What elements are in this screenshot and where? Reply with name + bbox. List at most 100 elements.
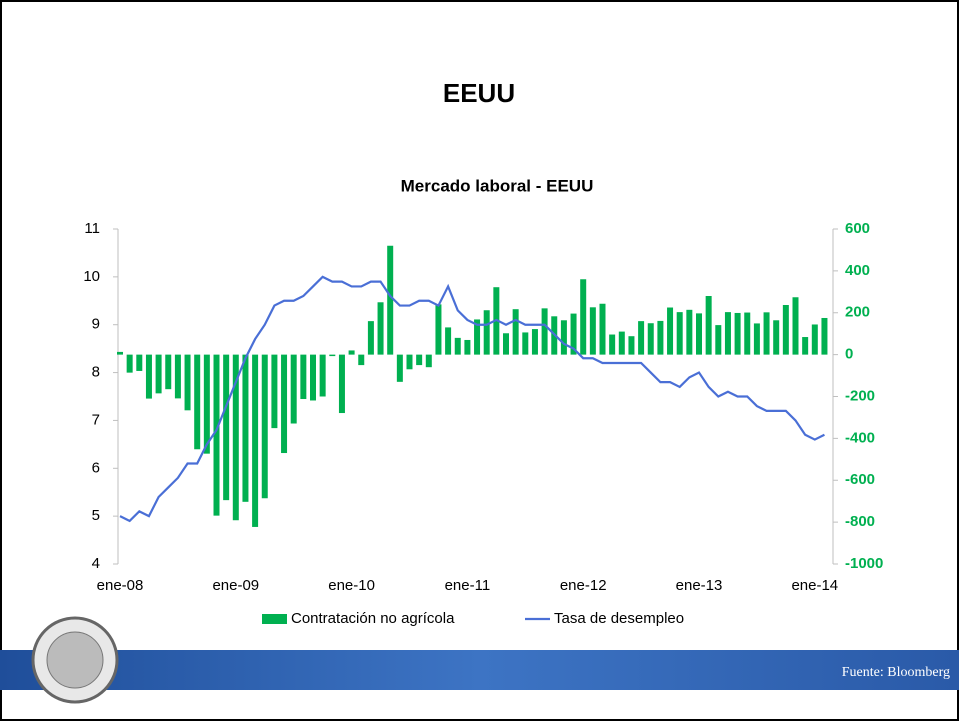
bar (782, 305, 789, 355)
bar (117, 351, 123, 355)
bar (811, 324, 818, 355)
bar (338, 354, 345, 414)
bar (281, 354, 288, 454)
bar (522, 332, 529, 355)
bar (252, 354, 259, 527)
bar (464, 339, 471, 355)
bar (609, 334, 616, 355)
x-tick-label: ene-08 (97, 577, 144, 594)
bar (773, 320, 780, 355)
bar (512, 309, 519, 355)
y-tick-label: 6 (92, 459, 100, 476)
bar (628, 336, 635, 355)
legend-label: Contratación no agrícola (291, 610, 455, 627)
bar (686, 309, 693, 355)
y2-tick-label: -600 (845, 471, 875, 488)
bar (396, 354, 403, 382)
bar (638, 321, 645, 355)
bar (387, 245, 394, 355)
y2-tick-label: -800 (845, 513, 875, 530)
y-tick-label: 4 (92, 555, 100, 572)
bar (358, 354, 365, 366)
y-tick-label: 11 (84, 220, 100, 237)
bar (454, 337, 461, 355)
y2-tick-label: 200 (845, 304, 870, 321)
x-tick-label: ene-09 (212, 577, 259, 594)
bar (715, 325, 722, 355)
bar (203, 354, 210, 454)
legend-label: Tasa de desempleo (554, 610, 684, 627)
bar (310, 354, 316, 401)
bar (406, 354, 413, 370)
bar (705, 296, 712, 355)
y2-tick-label: 400 (845, 262, 870, 279)
bar (300, 354, 307, 400)
bar (155, 354, 162, 394)
bar (445, 327, 452, 355)
bar (560, 320, 567, 355)
bar (213, 354, 220, 516)
bar (232, 354, 239, 521)
bar (348, 350, 355, 355)
x-tick-label: ene-14 (791, 577, 838, 594)
bar (763, 312, 770, 355)
bar (599, 303, 606, 355)
bar (618, 331, 625, 355)
bar (174, 354, 181, 399)
bar (145, 354, 152, 399)
line (119, 275, 825, 523)
legend-swatch (262, 614, 287, 624)
bar (261, 354, 268, 499)
bar (792, 297, 799, 355)
y2-tick-label: -400 (845, 429, 875, 446)
x-tick-label: ene-10 (328, 577, 375, 594)
bar (676, 312, 683, 355)
y-tick-label: 10 (83, 268, 100, 285)
bar (377, 302, 384, 355)
y2-tick-label: -200 (845, 387, 875, 404)
bar (753, 323, 760, 355)
bar (589, 307, 596, 355)
y-tick-label: 7 (92, 411, 100, 428)
bar (483, 310, 490, 355)
bar (425, 354, 432, 368)
y-tick-label: 8 (92, 364, 100, 381)
bar (194, 354, 201, 450)
bar (136, 354, 143, 371)
bar (503, 333, 509, 355)
bar (290, 354, 297, 424)
bar (667, 307, 674, 355)
bar (435, 304, 442, 355)
bar (570, 313, 577, 355)
footer-band (0, 650, 959, 690)
bar (821, 317, 828, 355)
y2-tick-label: -1000 (845, 555, 883, 572)
y-tick-label: 9 (92, 316, 100, 333)
y-tick-label: 5 (92, 507, 100, 524)
x-tick-label: ene-12 (560, 577, 607, 594)
bar (126, 354, 133, 373)
bar (657, 320, 664, 355)
bar (647, 323, 654, 355)
slide-title: EEUU (443, 78, 515, 108)
bar (724, 312, 731, 355)
bar (734, 312, 741, 355)
bar (416, 354, 423, 366)
footer-source: Fuente: Bloomberg (842, 665, 950, 680)
bar (541, 308, 548, 355)
bar (165, 354, 172, 390)
x-tick-label: ene-11 (445, 577, 491, 594)
bar (184, 354, 191, 411)
bar (242, 354, 249, 502)
bar (696, 313, 702, 355)
bar (744, 312, 751, 355)
y2-tick-label: 0 (845, 346, 853, 363)
logo-inner (46, 631, 104, 689)
chart-title: Mercado laboral - EEUU (401, 176, 594, 195)
bar (474, 319, 481, 355)
bar (802, 337, 809, 355)
bar (223, 354, 230, 501)
y2-tick-label: 600 (845, 220, 870, 237)
